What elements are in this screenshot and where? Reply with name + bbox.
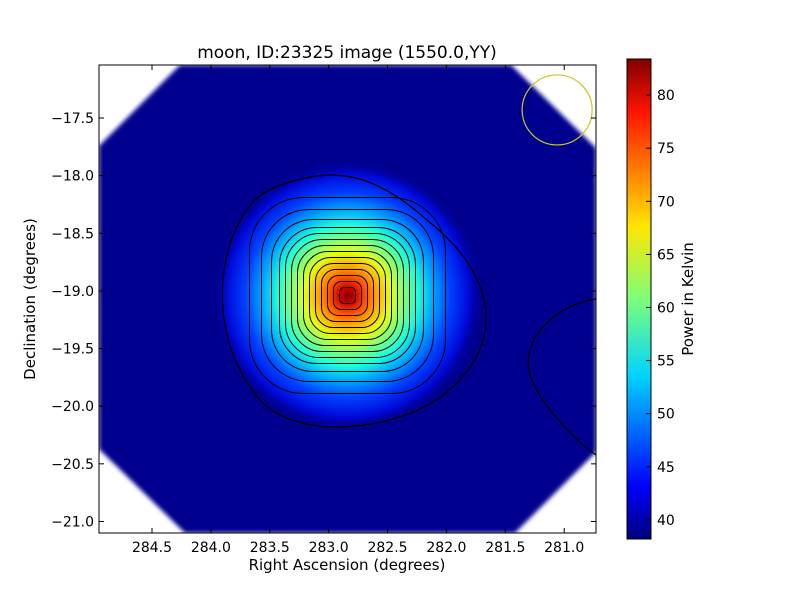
contour-level	[333, 281, 362, 311]
y-tick-label: −19.5	[51, 342, 94, 358]
colorbar-ticks: 80 75 70 65 60 55 50 45 40	[646, 88, 675, 529]
contour-edge	[527, 298, 596, 456]
beam-marker	[521, 74, 593, 146]
contour-level	[303, 251, 392, 341]
x-tick-label: 282.0	[426, 540, 466, 556]
colorbar-tick-label: 65	[657, 247, 675, 263]
contour-level	[249, 197, 446, 395]
x-tick-label: 283.0	[309, 540, 349, 556]
x-axis-ticks: 284.5 284.0 283.5 283.0 282.5 282.0 281.5 281.0	[132, 65, 584, 556]
y-tick-label: −20.5	[51, 457, 94, 473]
contour-level	[261, 209, 434, 383]
x-axis-label: Right Ascension (degrees)	[249, 556, 446, 574]
colorbar-tick-label: 45	[657, 460, 675, 476]
contour-level	[315, 263, 380, 329]
colorbar-tick-label: 60	[657, 300, 675, 316]
y-tick-label: −20.0	[51, 399, 94, 415]
colorbar-tick-label: 80	[657, 88, 675, 104]
plot-area	[99, 65, 596, 533]
x-tick-label: 283.5	[250, 540, 290, 556]
y-tick-label: −17.5	[51, 111, 94, 127]
contour-outer	[221, 174, 487, 428]
contour-level	[285, 233, 410, 359]
y-tick-label: −18.5	[51, 226, 94, 242]
contour-level	[321, 269, 374, 323]
contour-level	[297, 245, 398, 347]
contour-level	[291, 239, 404, 353]
y-tick-label: −19.0	[51, 284, 94, 300]
colorbar-label: Power in Kelvin	[679, 242, 697, 356]
x-tick-label: 282.5	[367, 540, 407, 556]
contour-level	[327, 275, 368, 317]
contour-level	[279, 227, 416, 365]
y-tick-label: −21.0	[51, 514, 94, 530]
chart-title: moon, ID:23325 image (1550.0,YY)	[197, 43, 497, 63]
plot-frame	[98, 64, 597, 534]
contour-level	[271, 219, 424, 373]
contour-level	[339, 287, 356, 305]
colorbar-tick-label: 75	[657, 141, 675, 157]
colorbar-tick-label: 70	[657, 194, 675, 210]
colorbar-tick-label: 40	[657, 513, 675, 529]
y-tick-label: −18.0	[51, 169, 94, 185]
colorbar-tick-label: 50	[657, 407, 675, 423]
y-axis-ticks: −17.5 −18.0 −18.5 −19.0 −19.5 −20.0 −20.5 −21.0	[51, 111, 596, 530]
emission-blob	[212, 160, 483, 431]
x-tick-label: 281.5	[485, 540, 525, 556]
x-tick-label: 281.0	[544, 540, 584, 556]
colorbar	[626, 58, 652, 540]
x-tick-label: 284.0	[191, 540, 231, 556]
contour-lines	[221, 174, 596, 456]
contour-level	[309, 257, 386, 335]
y-axis-label: Declination (degrees)	[21, 218, 39, 380]
colorbar-tick-label: 55	[657, 354, 675, 370]
emission-core	[212, 160, 483, 431]
x-tick-label: 284.5	[132, 540, 172, 556]
